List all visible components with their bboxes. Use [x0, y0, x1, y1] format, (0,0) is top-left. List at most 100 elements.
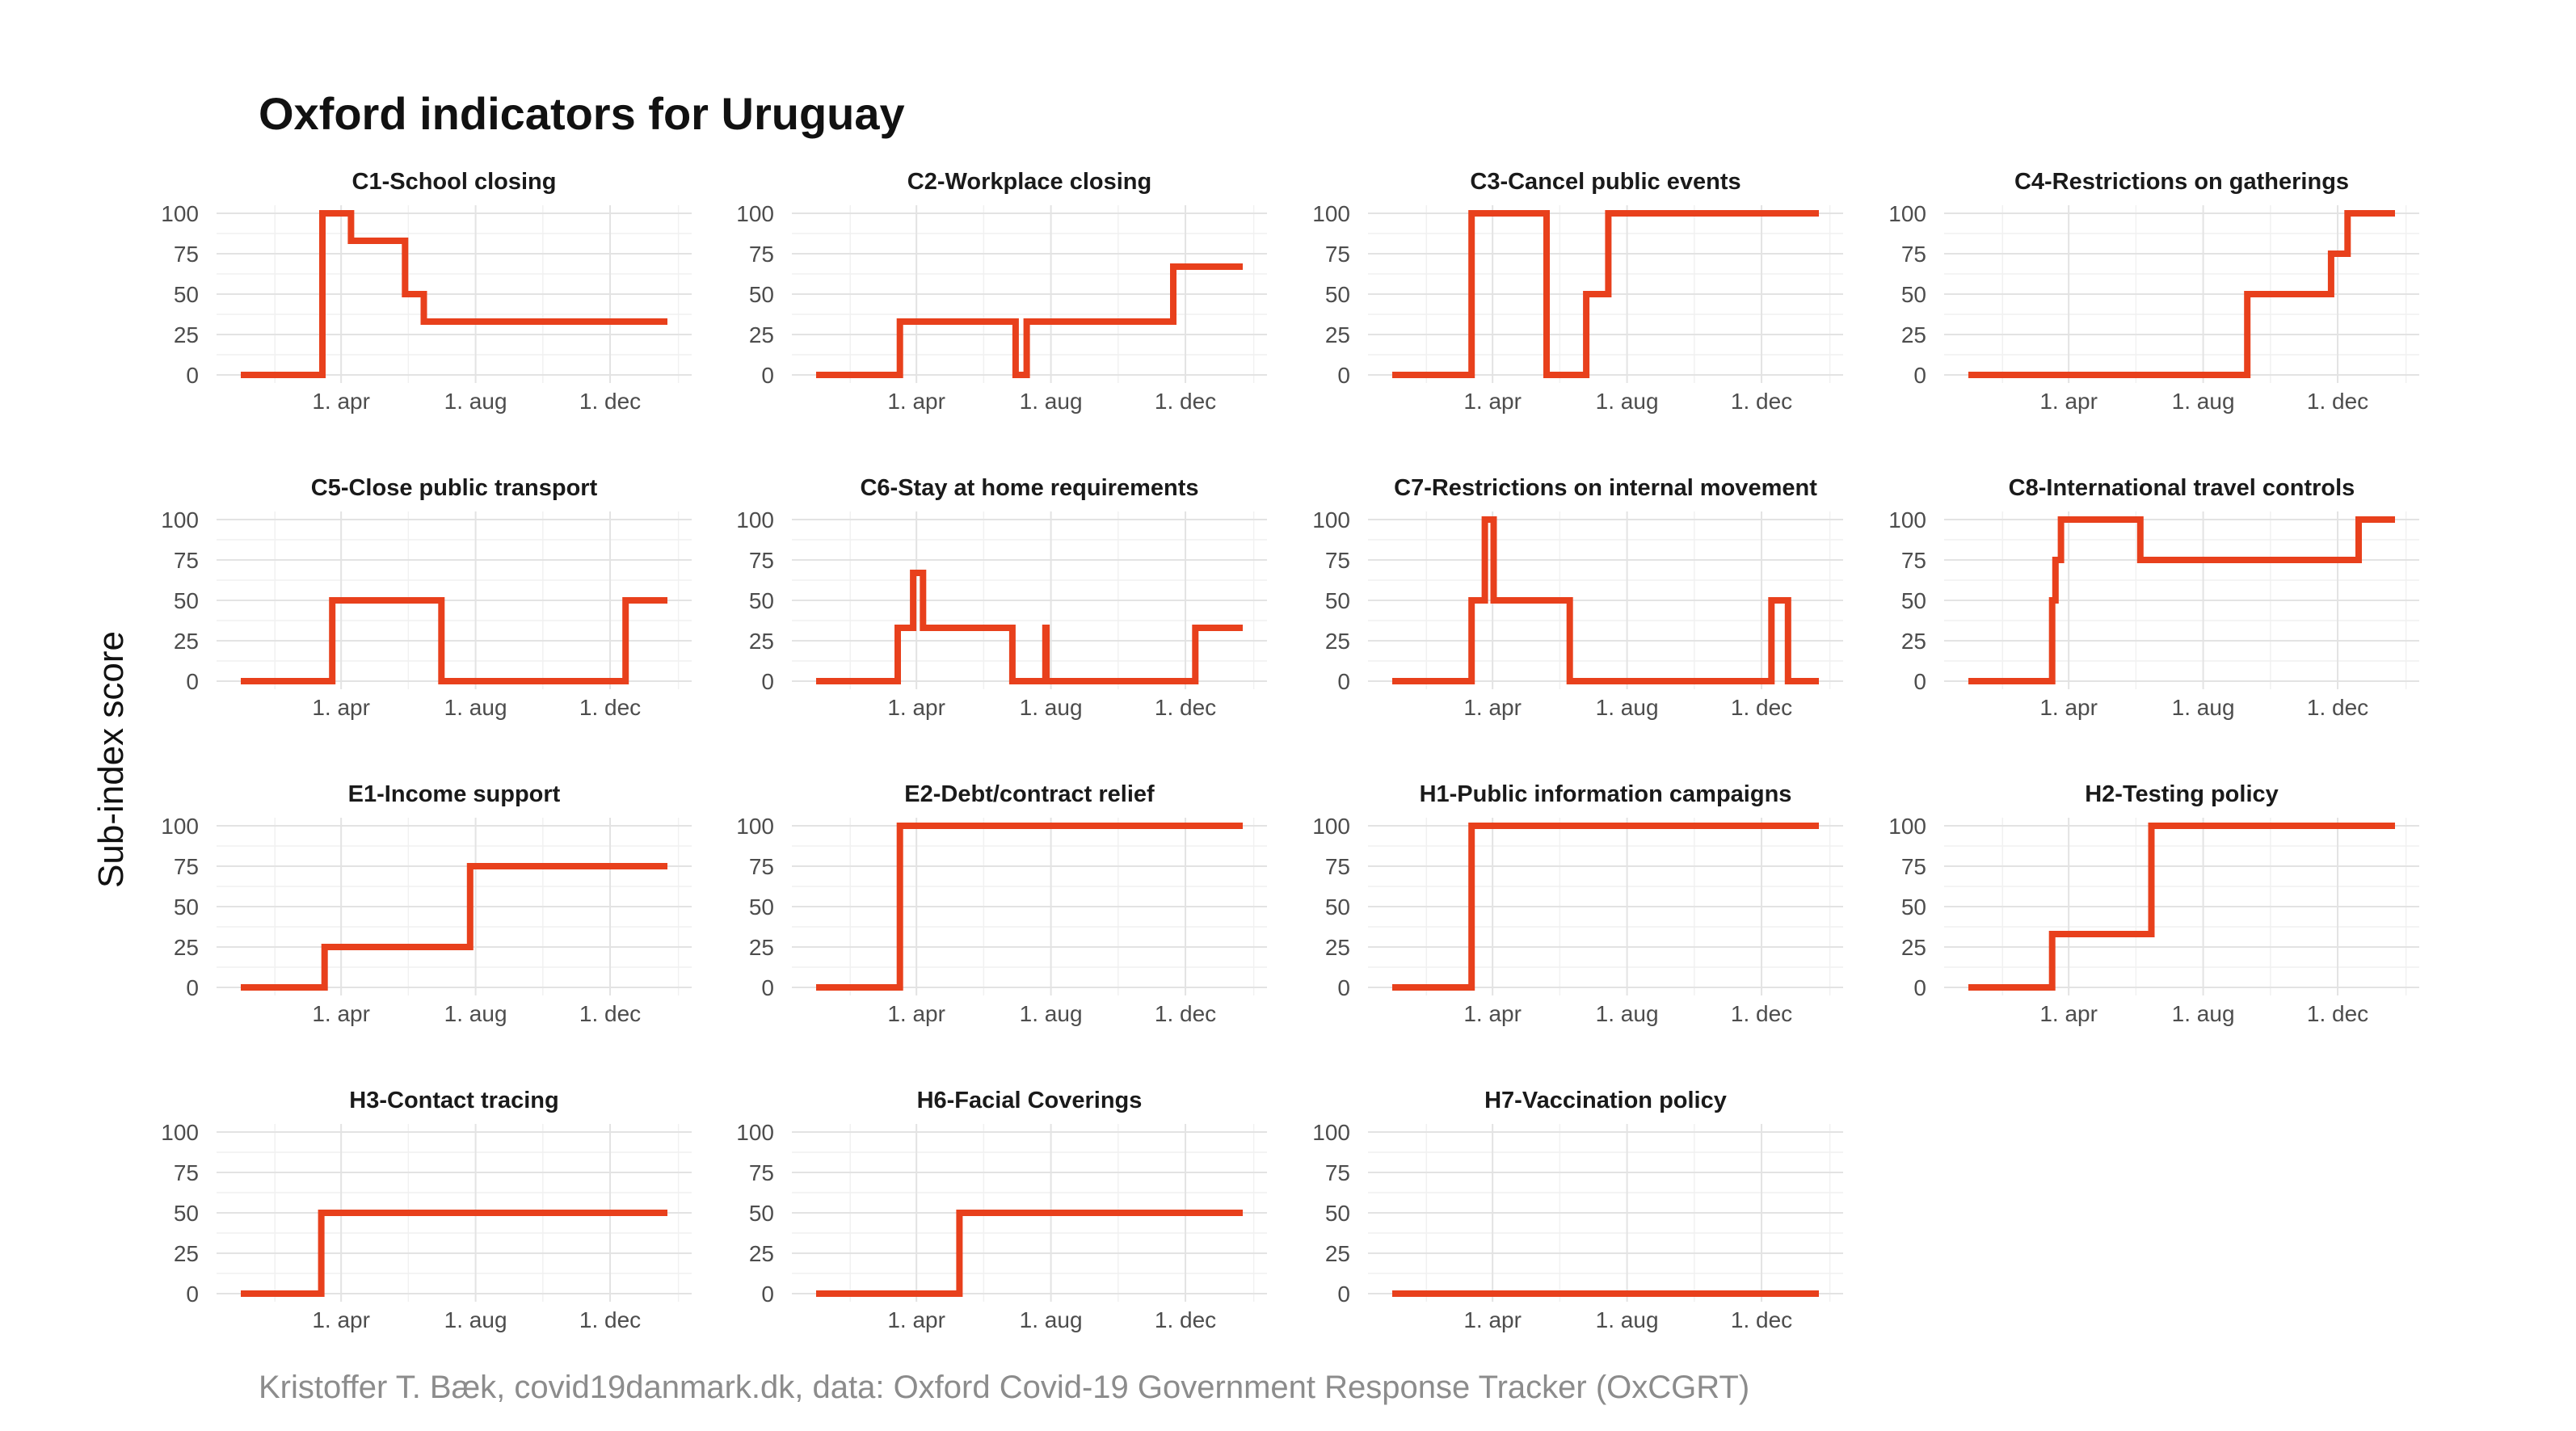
facet-panel: 0 25 50 75 100 1. apr 1. aug 1. dec C4-Restricti… — [1888, 169, 2419, 414]
y-tick-label: 50 — [174, 894, 199, 920]
panel-title: E2-Debt/contract relief — [904, 781, 1155, 807]
x-tick-label: 1. apr — [2039, 695, 2098, 720]
y-tick-label: 0 — [1337, 1282, 1350, 1307]
series-line — [816, 1210, 1243, 1297]
x-tick-label: 1. dec — [2307, 1001, 2368, 1026]
x-tick-label: 1. dec — [1155, 1307, 1216, 1332]
y-tick-label: 25 — [749, 935, 774, 960]
x-tick-label: 1. aug — [1596, 695, 1659, 720]
facet-panel: 0 25 50 75 100 1. apr 1. aug 1. dec H2-Testing p… — [1888, 781, 2419, 1026]
x-tick-label: 1. aug — [1596, 1001, 1659, 1026]
y-tick-label: 100 — [736, 814, 774, 839]
x-tick-label: 1. apr — [887, 1001, 945, 1026]
y-tick-label: 100 — [736, 1120, 774, 1145]
y-tick-label: 50 — [1325, 588, 1350, 613]
x-tick-label: 1. aug — [1020, 1307, 1083, 1332]
y-tick-label: 25 — [174, 935, 199, 960]
y-tick-label: 50 — [749, 894, 774, 920]
x-tick-label: 1. dec — [1731, 389, 1792, 414]
panel-title: H1-Public information campaigns — [1420, 781, 1792, 807]
x-tick-label: 1. dec — [1155, 695, 1216, 720]
y-tick-label: 75 — [1325, 1160, 1350, 1185]
y-tick-label: 50 — [174, 282, 199, 307]
y-tick-label: 25 — [1325, 322, 1350, 347]
y-tick-label: 0 — [1913, 669, 1926, 694]
x-tick-label: 1. apr — [887, 389, 945, 414]
y-tick-label: 0 — [761, 669, 774, 694]
x-tick-label: 1. aug — [2172, 1001, 2235, 1026]
x-tick-label: 1. aug — [2172, 695, 2235, 720]
panel-title: H6-Facial Coverings — [917, 1088, 1143, 1113]
x-tick-label: 1. apr — [1463, 1307, 1522, 1332]
x-tick-label: 1. apr — [1463, 1001, 1522, 1026]
facet-panel: 0 25 50 75 100 1. apr 1. aug 1. dec C8-Internati… — [1888, 475, 2419, 720]
y-tick-label: 75 — [174, 854, 199, 879]
y-tick-label: 50 — [1325, 894, 1350, 920]
panel-title: C8-International travel controls — [2009, 475, 2355, 501]
x-tick-label: 1. dec — [1155, 389, 1216, 414]
x-tick-label: 1. apr — [887, 695, 945, 720]
panel-title: C1-School closing — [352, 169, 557, 195]
series-line — [1968, 210, 2395, 378]
y-tick-label: 25 — [174, 629, 199, 654]
series-line — [816, 823, 1243, 991]
x-tick-label: 1. aug — [1596, 389, 1659, 414]
x-tick-label: 1. aug — [2172, 389, 2235, 414]
x-tick-label: 1. apr — [312, 1307, 370, 1332]
x-tick-label: 1. dec — [579, 695, 641, 720]
facet-panel: 0 25 50 75 100 1. apr 1. aug 1. dec C2-Workplace… — [736, 169, 1267, 414]
y-tick-label: 0 — [1913, 975, 1926, 1000]
panel-title: E1-Income support — [348, 781, 561, 807]
x-tick-label: 1. apr — [1463, 695, 1522, 720]
facet-panel: 0 25 50 75 100 1. apr 1. aug 1. dec C3-Cancel pu… — [1312, 169, 1843, 414]
y-tick-label: 75 — [749, 854, 774, 879]
y-tick-label: 25 — [749, 629, 774, 654]
x-tick-label: 1. apr — [1463, 389, 1522, 414]
y-tick-label: 75 — [174, 242, 199, 267]
y-tick-label: 25 — [1325, 1241, 1350, 1266]
y-tick-label: 0 — [1337, 363, 1350, 388]
y-tick-label: 75 — [749, 242, 774, 267]
series-line — [816, 263, 1243, 378]
facet-panel: 0 25 50 75 100 1. apr 1. aug 1. dec C6-Stay at h… — [736, 475, 1267, 720]
y-tick-label: 50 — [1901, 282, 1926, 307]
series-line — [241, 1210, 667, 1297]
y-tick-label: 75 — [1901, 548, 1926, 573]
x-tick-label: 1. aug — [1020, 1001, 1083, 1026]
y-tick-label: 75 — [1325, 548, 1350, 573]
y-tick-label: 0 — [1337, 975, 1350, 1000]
y-tick-label: 0 — [1913, 363, 1926, 388]
y-tick-label: 50 — [174, 588, 199, 613]
y-tick-label: 0 — [761, 1282, 774, 1307]
y-tick-label: 25 — [174, 322, 199, 347]
y-tick-label: 50 — [1325, 282, 1350, 307]
y-tick-label: 75 — [1325, 242, 1350, 267]
y-tick-label: 0 — [761, 363, 774, 388]
x-tick-label: 1. dec — [1731, 695, 1792, 720]
y-axis-label: Sub-index score — [91, 631, 131, 888]
y-tick-label: 0 — [761, 975, 774, 1000]
x-tick-label: 1. dec — [1731, 1307, 1792, 1332]
facet-panel: 0 25 50 75 100 1. apr 1. aug 1. dec H6-Facial Co… — [736, 1088, 1267, 1332]
y-tick-label: 75 — [749, 548, 774, 573]
x-tick-label: 1. dec — [579, 389, 641, 414]
y-tick-label: 25 — [1325, 935, 1350, 960]
y-tick-label: 100 — [161, 507, 199, 532]
panel-title: C7-Restrictions on internal movement — [1394, 475, 1817, 501]
y-tick-label: 25 — [1901, 935, 1926, 960]
chart-title: Oxford indicators for Uruguay — [259, 88, 905, 139]
y-tick-label: 100 — [161, 814, 199, 839]
x-tick-label: 1. dec — [2307, 389, 2368, 414]
y-tick-label: 25 — [1325, 629, 1350, 654]
panel-title: C2-Workplace closing — [907, 169, 1151, 195]
y-tick-label: 100 — [736, 507, 774, 532]
x-tick-label: 1. aug — [444, 695, 507, 720]
facet-panel: 0 25 50 75 100 1. apr 1. aug 1. dec C1-School cl… — [161, 169, 692, 414]
facet-panel: 0 25 50 75 100 1. apr 1. aug 1. dec H1-Public in… — [1312, 781, 1843, 1026]
panel-title: C4-Restrictions on gatherings — [2014, 169, 2349, 195]
x-tick-label: 1. dec — [579, 1001, 641, 1026]
y-tick-label: 100 — [1888, 507, 1926, 532]
facet-panel: 0 25 50 75 100 1. apr 1. aug 1. dec H3-Contact t… — [161, 1088, 692, 1332]
x-tick-label: 1. apr — [312, 695, 370, 720]
series-line — [241, 597, 667, 684]
